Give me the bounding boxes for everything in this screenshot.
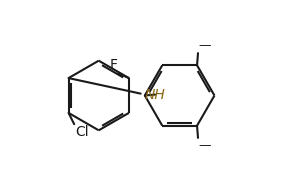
Text: NH: NH <box>145 87 166 102</box>
Text: F: F <box>110 58 118 72</box>
Text: —: — <box>198 39 211 52</box>
Text: —: — <box>198 139 211 152</box>
Text: Cl: Cl <box>75 125 89 139</box>
